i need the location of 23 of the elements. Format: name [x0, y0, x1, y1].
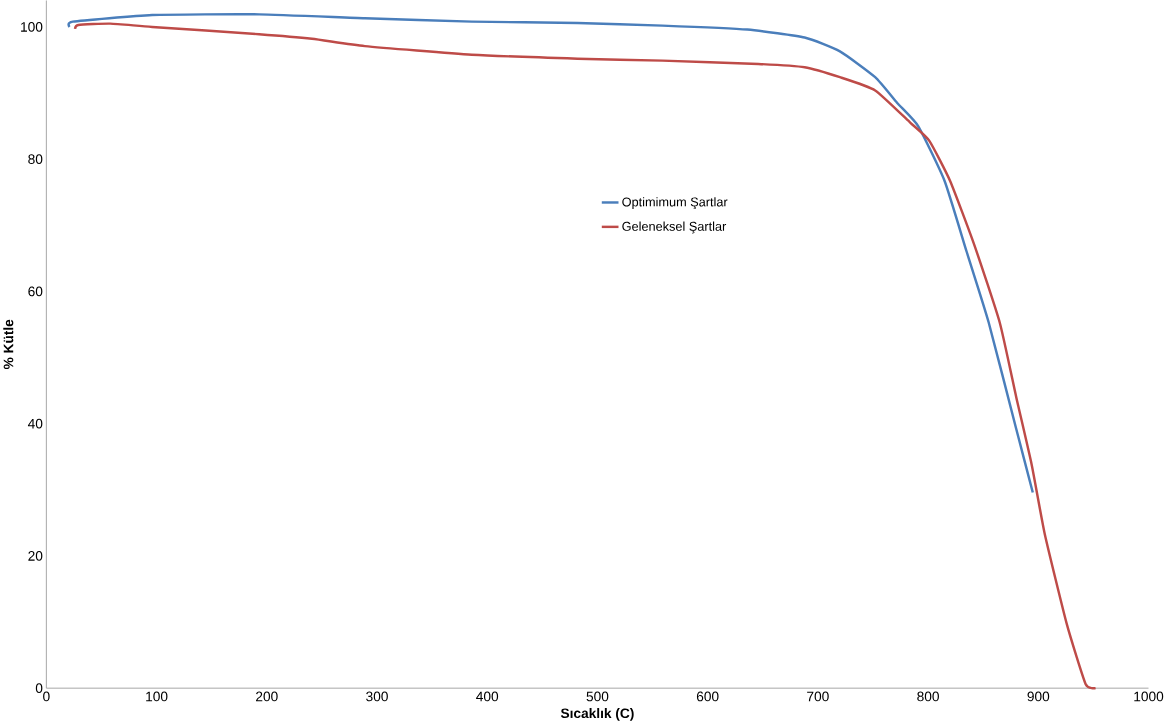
x-tick-label: 500: [586, 691, 609, 702]
y-axis-title: % Kütle: [3, 319, 14, 370]
y-tick-label: 100: [21, 22, 43, 32]
y-tick-label: 80: [28, 154, 43, 164]
x-tick-label: 800: [917, 691, 939, 702]
x-tick-label: 700: [807, 691, 829, 702]
x-tick-label: 1000: [1134, 691, 1164, 702]
x-tick-label: 300: [366, 691, 388, 702]
x-tick-label: 100: [146, 691, 168, 702]
x-tick-label: 900: [1027, 691, 1050, 702]
y-tick-label: 0: [35, 683, 43, 693]
x-tick-label: 400: [476, 691, 499, 702]
y-tick-label: 40: [27, 418, 43, 429]
x-tick-label: 600: [696, 691, 719, 702]
y-tick-label: 20: [28, 551, 43, 561]
x-tick-label: 200: [256, 691, 278, 702]
y-tick-label: 60: [28, 286, 43, 297]
line-series: [73, 22, 1097, 690]
legend-label: Geleneksel Şartlar: [622, 221, 727, 234]
line-series: [68, 13, 1035, 494]
legend-label: Optimimum Şartlar: [622, 197, 728, 210]
x-axis-title: Sıcaklık (C): [560, 708, 634, 721]
x-tick-label: 0: [43, 691, 50, 702]
